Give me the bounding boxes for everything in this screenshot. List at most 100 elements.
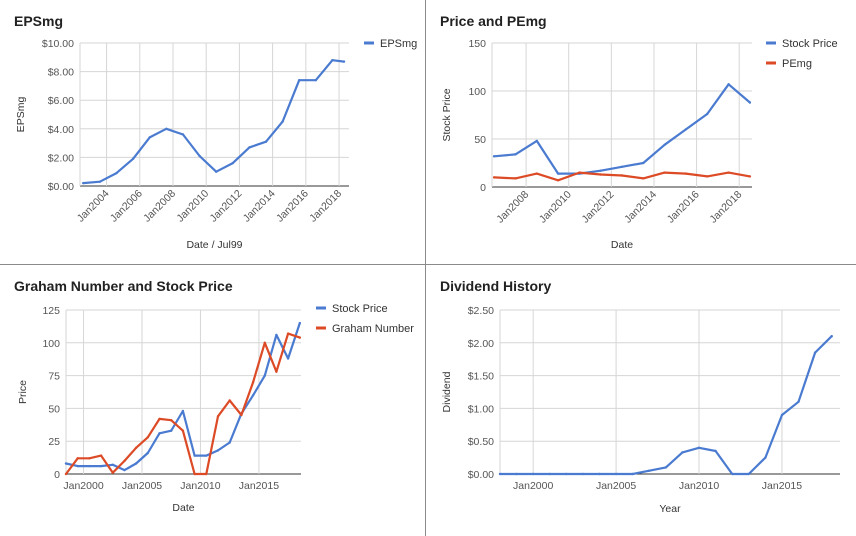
- data-point: [181, 133, 185, 136]
- x-tick-label: Jan2015: [762, 480, 802, 492]
- y-tick-label: $1.00: [468, 403, 494, 415]
- data-point: [281, 120, 284, 123]
- data-point: [88, 457, 91, 460]
- data-point: [99, 454, 103, 457]
- data-point: [727, 83, 730, 86]
- data-point: [684, 172, 688, 175]
- data-point: [514, 177, 517, 180]
- data-point: [514, 153, 517, 156]
- chart-2-svg: Graham Number and Stock Price 0 25 50 75 100 1…: [14, 278, 414, 514]
- data-point: [115, 171, 118, 175]
- data-point: [556, 172, 560, 175]
- x-tick-label: Jan2008: [141, 188, 178, 225]
- data-point: [98, 180, 102, 183]
- data-point: [263, 374, 266, 377]
- data-point: [492, 176, 496, 179]
- data-point: [198, 154, 201, 158]
- legend-label: Stock Price: [332, 303, 388, 315]
- y-tick-label: $2.00: [48, 152, 74, 164]
- data-point: [181, 429, 185, 432]
- y-tick-label: $1.50: [468, 371, 494, 383]
- data-point: [193, 454, 196, 457]
- data-point: [706, 112, 709, 116]
- data-point: [830, 335, 833, 338]
- y-tick-label: 100: [468, 86, 486, 98]
- price-pe-chart-panel: Price and PEmg 0 50 100 150 Jan2008 Jan2010 Jan…: [426, 0, 856, 265]
- data-point: [548, 472, 551, 476]
- legend-label: Stock Price: [782, 38, 838, 50]
- data-point: [216, 415, 220, 418]
- data-point: [286, 357, 290, 360]
- series-line-0: [492, 83, 751, 175]
- data-point: [76, 457, 79, 460]
- data-point: [684, 128, 688, 131]
- y-tick-label: $4.00: [48, 124, 74, 136]
- y-tick-label: 0: [480, 182, 486, 194]
- data-point: [82, 181, 85, 185]
- series-line-1: [64, 332, 301, 476]
- data-point: [298, 336, 301, 339]
- data-point: [251, 394, 255, 397]
- data-point: [64, 462, 68, 465]
- x-tick-label: Jan2018: [707, 189, 744, 226]
- data-point: [131, 157, 135, 160]
- data-point: [205, 454, 208, 457]
- graham-chart-panel: Graham Number and Stock Price 0 25 50 75 100 1…: [0, 265, 426, 536]
- y-tick-label: 0: [54, 469, 60, 481]
- data-point: [314, 79, 317, 82]
- data-point: [64, 472, 68, 476]
- y-axis-title: Dividend: [441, 371, 453, 412]
- data-point: [298, 321, 301, 325]
- data-point: [748, 101, 752, 104]
- x-tick-label: Jan2010: [537, 189, 574, 226]
- y-tick-label: $8.00: [48, 67, 74, 79]
- y-tick-label: $0.00: [468, 469, 494, 481]
- data-point: [248, 146, 251, 149]
- y-tick-label: $2.50: [468, 305, 494, 317]
- y-tick-label: $2.00: [468, 338, 494, 350]
- x-tick-label: Jan2008: [494, 189, 531, 226]
- data-point: [205, 472, 208, 476]
- data-point: [228, 441, 231, 444]
- y-tick-label: $0.00: [48, 181, 74, 193]
- x-tick-label: Jan2016: [665, 189, 702, 226]
- chart-title: EPSmg: [14, 13, 63, 29]
- x-tick-label: Jan2000: [63, 480, 103, 492]
- eps-chart-panel: EPSmg $0.00 $2.00 $4.00 $6.00 $8.00 $10.00 Jan2…: [0, 0, 426, 265]
- series-line-0: [82, 59, 346, 185]
- data-point: [599, 173, 602, 176]
- y-tick-label: $0.50: [468, 436, 494, 448]
- data-point: [181, 409, 185, 413]
- data-point: [620, 174, 624, 177]
- x-tick-label: Jan2018: [307, 188, 344, 225]
- data-point: [780, 413, 784, 417]
- data-point: [581, 472, 585, 476]
- data-point: [578, 171, 581, 174]
- x-tick-label: Jan2015: [239, 480, 279, 492]
- x-tick-label: Jan2014: [622, 189, 659, 226]
- data-point: [492, 155, 496, 158]
- y-axis-title: Price: [17, 380, 29, 404]
- data-point: [331, 59, 334, 62]
- data-point: [123, 459, 126, 463]
- data-point: [76, 464, 79, 468]
- x-axis-title: Year: [659, 503, 681, 515]
- x-tick-label: Jan2014: [241, 188, 278, 225]
- chart-title: Graham Number and Stock Price: [14, 278, 233, 294]
- y-tick-label: 50: [474, 134, 486, 146]
- data-point: [681, 451, 684, 454]
- data-point: [134, 446, 138, 449]
- data-point: [797, 400, 800, 403]
- y-tick-label: $6.00: [48, 95, 74, 107]
- x-tick-label: Jan2010: [679, 480, 719, 492]
- x-tick-label: Jan2005: [596, 480, 636, 492]
- data-point: [598, 472, 601, 476]
- data-point: [215, 170, 218, 173]
- data-point: [764, 456, 767, 459]
- y-axis-title: EPSmg: [15, 97, 27, 133]
- legend-label: Graham Number: [332, 323, 414, 335]
- x-tick-label: Jan2005: [122, 480, 162, 492]
- data-point: [648, 469, 651, 472]
- data-point: [599, 169, 602, 172]
- data-point: [642, 161, 645, 165]
